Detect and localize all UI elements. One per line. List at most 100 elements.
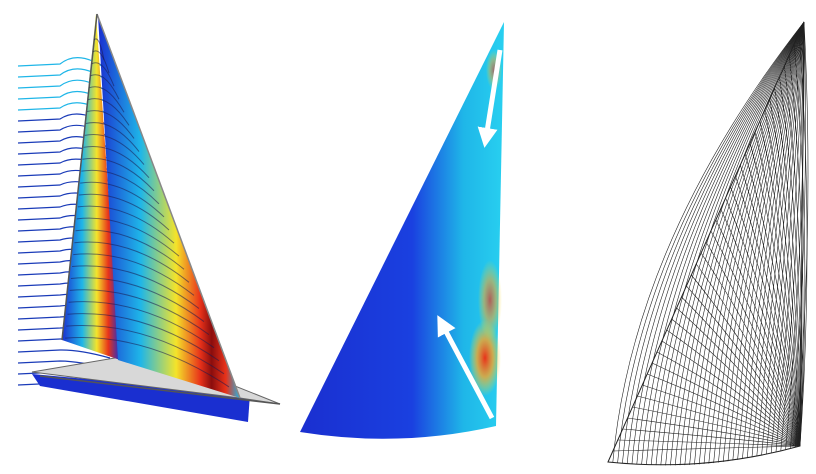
sail-streak (84, 134, 145, 165)
mesh-line (789, 54, 804, 447)
mesh-line (617, 439, 801, 447)
mesh-line (756, 21, 805, 457)
sail-flow-3d-panel (17, 13, 281, 422)
mesh-line (764, 109, 801, 447)
sail-streak (82, 157, 155, 192)
sail-streak (66, 325, 225, 375)
mesh-line (684, 21, 805, 466)
sail-streak (65, 337, 230, 388)
sail-streak (75, 229, 185, 270)
mesh-line (661, 340, 801, 447)
mesh-line (627, 417, 801, 447)
mesh-line (695, 263, 801, 447)
mesh-line (794, 21, 809, 448)
mesh-line (670, 21, 805, 466)
pressure-warm-spot (478, 260, 502, 340)
mesh-line (674, 21, 805, 466)
flow-arrow-up (437, 315, 495, 420)
sail-streak (81, 169, 160, 205)
mesh-line (637, 395, 801, 447)
sail-streak (86, 110, 135, 139)
sail-pressure-map-panel (300, 22, 504, 439)
sail-streak (83, 145, 150, 179)
mesh-line (656, 351, 801, 447)
mesh-line (631, 21, 805, 464)
mesh-line (646, 21, 805, 465)
mesh-lines (612, 21, 809, 466)
sail-streak (90, 74, 120, 100)
mesh-line (636, 21, 805, 465)
sail-streak (74, 241, 190, 283)
mesh-line (650, 21, 805, 465)
mesh-line (710, 230, 801, 447)
mast (61, 13, 98, 341)
mesh-line (746, 21, 805, 459)
mesh-line (703, 21, 805, 465)
sail-streak (85, 122, 140, 152)
mesh-line (749, 142, 801, 447)
mesh-line (626, 21, 805, 464)
mesh-line (694, 21, 805, 465)
sail-streak (76, 217, 180, 257)
sail-streak (67, 313, 220, 362)
mesh-line (691, 274, 801, 447)
mesh-line (761, 21, 805, 456)
mesh-line (715, 219, 801, 447)
streamline (17, 349, 111, 359)
mesh-line (705, 241, 801, 447)
mesh-line (713, 21, 805, 464)
mesh-line (689, 21, 805, 465)
mesh-line (718, 21, 805, 463)
mesh-line (632, 406, 801, 447)
mesh-line (676, 307, 801, 447)
mesh-line (679, 21, 805, 466)
mesh-line (737, 21, 805, 460)
mesh-line (790, 21, 806, 449)
mesh-line (641, 21, 805, 465)
mesh-line (759, 120, 801, 447)
pressure-hot-spot (469, 320, 501, 396)
mesh-line (665, 21, 805, 466)
mesh-line (730, 186, 801, 447)
mesh-line (642, 384, 801, 447)
mesh-line (671, 318, 801, 447)
mesh-line (766, 21, 805, 455)
mesh-line (698, 21, 805, 465)
sail-streak (91, 62, 115, 87)
sail-streak (92, 50, 110, 74)
sail-streak (80, 181, 165, 218)
sail-streak (72, 265, 200, 309)
mesh-line (622, 428, 801, 447)
sail-streak (77, 205, 175, 244)
sail-streak (73, 253, 195, 296)
sail-streak (88, 98, 130, 126)
sail-streamlines (65, 38, 230, 388)
mesh-line (751, 21, 805, 458)
mesh-line (708, 21, 805, 464)
mesh-line (775, 21, 805, 452)
sail-streak (69, 289, 210, 336)
mesh-line (740, 164, 801, 447)
sail-streak (70, 277, 205, 322)
sail-streak (78, 193, 170, 231)
mesh-line (651, 362, 801, 447)
mesh-line (742, 21, 805, 459)
mesh-line (660, 21, 805, 466)
flow-arrow-down (477, 49, 503, 148)
sail-streak (89, 86, 125, 113)
boom (39, 375, 281, 405)
mesh-line (784, 65, 803, 447)
sail-streak (68, 301, 215, 349)
streamline (17, 113, 111, 128)
mesh-line (681, 296, 801, 447)
sail-panel-mesh-panel (607, 21, 809, 466)
mesh-line (647, 373, 801, 447)
forestay (96, 13, 241, 399)
jib-sail (62, 14, 120, 360)
mesh-line (780, 21, 805, 451)
mesh-line (793, 43, 806, 447)
mesh-line (655, 21, 805, 466)
mesh-line (727, 21, 805, 462)
